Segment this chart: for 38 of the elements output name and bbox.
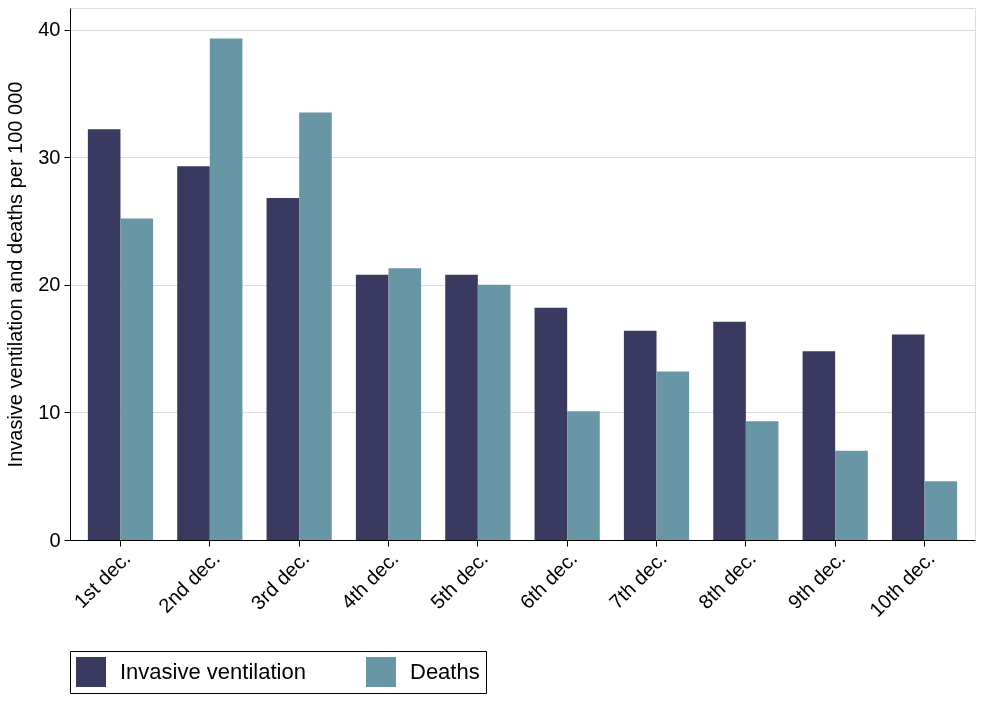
x-tick-label: 8th dec. [694,547,760,613]
bar [266,198,300,540]
y-tick-label: 30 [38,145,61,168]
bar [745,421,779,540]
x-tick-label: 9th dec. [783,547,850,613]
bar [355,274,389,540]
bar [87,129,121,540]
x-tick-label: 4th dec. [336,547,403,613]
bar [445,274,478,540]
bar [209,38,243,540]
bar [713,321,746,540]
x-tick-label: 5th dec. [426,547,492,613]
x-tick-label: 7th dec. [604,547,671,613]
bar [623,330,657,540]
bar [120,218,154,540]
bar [477,284,511,540]
bar [802,351,836,540]
bar [177,166,210,540]
y-tick-label: 40 [38,18,61,41]
legend-label: Deaths [410,659,480,684]
bar [299,112,332,540]
bar [835,450,868,540]
bar [656,371,690,540]
x-tick-label: 1st dec. [69,547,135,613]
bar [534,307,568,540]
bar [924,481,958,540]
bar [891,334,925,540]
y-tick-label: 20 [38,273,61,296]
y-tick-label: 0 [49,528,61,551]
x-tick-label: 3rd dec. [246,547,314,614]
y-tick-label: 10 [38,400,61,423]
bar [567,411,600,540]
y-axis-title: Invasive ventilation and deaths per 100 000 [4,81,27,468]
x-tick-label: 6th dec. [515,547,582,613]
x-tick-label: 10th dec. [864,547,939,621]
x-tick-label: 2nd dec. [154,547,224,617]
bar [388,268,422,540]
legend-label: Invasive ventilation [120,659,306,684]
